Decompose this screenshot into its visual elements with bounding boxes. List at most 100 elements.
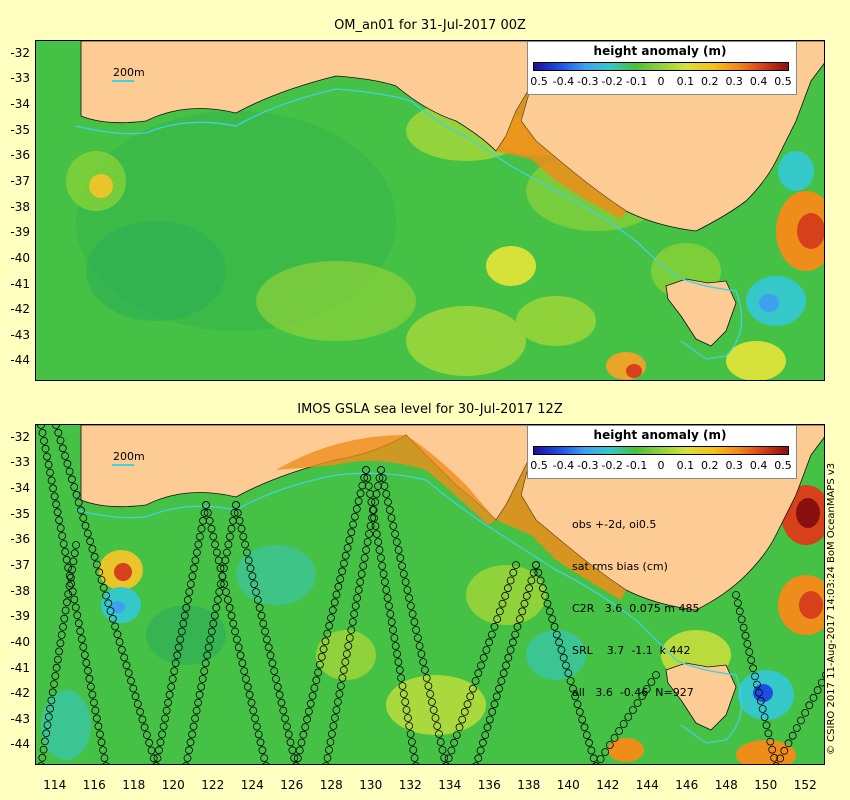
lon-tick-label: 136 xyxy=(477,778,501,792)
track-observation xyxy=(122,661,131,670)
track-observation xyxy=(472,762,480,764)
track-observation xyxy=(362,546,371,554)
track-observation xyxy=(389,626,397,634)
track-observation xyxy=(65,467,74,476)
track-observation xyxy=(478,738,487,747)
track-observation xyxy=(328,606,337,615)
track-observation xyxy=(522,591,531,600)
track-observation xyxy=(224,540,233,549)
track-observation xyxy=(495,684,504,693)
track-observation xyxy=(498,599,507,608)
track-observation xyxy=(270,667,279,676)
track-observation xyxy=(399,690,408,698)
track-observation xyxy=(52,663,61,672)
track-observation xyxy=(415,642,424,650)
track-observation xyxy=(378,562,387,570)
track-observation xyxy=(44,460,53,469)
track-observation xyxy=(170,667,179,676)
track-observation xyxy=(408,610,417,618)
track-observation xyxy=(96,730,104,739)
track-observation xyxy=(39,745,48,754)
track-observation xyxy=(229,619,238,628)
lat-tick-label: -33 xyxy=(10,455,30,470)
track-observation xyxy=(275,690,284,699)
track-observation xyxy=(186,738,195,747)
track-observation xyxy=(424,682,433,690)
track-observation xyxy=(216,580,225,589)
track-observation xyxy=(85,674,94,683)
track-observation xyxy=(374,482,382,490)
track-observation xyxy=(768,745,777,754)
track-observation xyxy=(68,565,76,574)
lon-tick-label: 132 xyxy=(398,778,422,792)
track-observation xyxy=(127,676,135,685)
lon-tick-label: 128 xyxy=(319,778,343,792)
track-observation xyxy=(209,532,218,541)
track-observation xyxy=(64,563,73,572)
legend-tick-label: -0.1 xyxy=(625,75,648,88)
track-observation xyxy=(180,611,189,620)
track-observation xyxy=(53,655,62,664)
track-observation xyxy=(356,489,365,498)
track-observation xyxy=(213,595,222,604)
legend-tick-label: -0.4 xyxy=(552,459,575,472)
lat-tick-label: -44 xyxy=(10,353,30,368)
track-observation xyxy=(350,610,359,618)
track-observation xyxy=(227,524,236,533)
track-observation xyxy=(147,746,156,755)
track-observation xyxy=(155,746,163,755)
track-observation xyxy=(364,482,373,490)
track-observation xyxy=(366,522,375,530)
track-observation xyxy=(204,643,213,652)
track-observation xyxy=(419,658,428,666)
track-observation xyxy=(374,538,383,546)
track-observation xyxy=(56,639,65,648)
track-observation xyxy=(476,746,485,755)
track-observation xyxy=(145,738,154,747)
panel-2-colorbar xyxy=(533,446,789,455)
track-observation xyxy=(580,723,589,732)
track-observation xyxy=(490,700,499,709)
track-observation xyxy=(511,630,520,639)
legend-tick-label: -0.3 xyxy=(577,75,599,88)
track-observation xyxy=(474,669,483,678)
coastal-anomaly xyxy=(496,86,626,219)
panel-2-stats: obs +-2d, oi0.5 sat rms bias (cm) C2R 3.… xyxy=(572,490,700,714)
lon-tick-label: 130 xyxy=(359,778,383,792)
track-observation xyxy=(482,646,491,654)
track-observation xyxy=(788,731,797,740)
track-observation xyxy=(442,762,450,764)
track-observation xyxy=(734,599,742,608)
track-observation xyxy=(329,722,338,730)
track-observation xyxy=(84,666,92,675)
track-observation xyxy=(766,737,775,746)
track-observation xyxy=(207,627,216,636)
track-observation xyxy=(368,514,377,522)
track-observation xyxy=(367,498,376,506)
track-observation xyxy=(379,570,388,578)
track-observation xyxy=(77,506,85,515)
track-observation xyxy=(149,754,158,763)
lat-tick-label: -41 xyxy=(10,276,30,291)
track-observation xyxy=(601,748,610,756)
track-observation xyxy=(118,645,126,654)
track-observation xyxy=(813,686,822,695)
track-observation xyxy=(405,594,414,602)
track-observation xyxy=(413,634,422,642)
track-observation xyxy=(629,706,637,714)
track-observation xyxy=(327,730,336,738)
track-observation xyxy=(485,638,494,647)
track-observation xyxy=(261,627,270,636)
track-observation xyxy=(485,715,494,724)
track-observation xyxy=(351,602,360,610)
track-observation xyxy=(762,721,771,730)
lat-tick-label: -43 xyxy=(10,711,30,726)
track-observation xyxy=(66,573,75,582)
track-observation xyxy=(410,754,419,762)
track-observation xyxy=(52,425,60,429)
track-observation xyxy=(776,754,785,763)
track-observation xyxy=(391,530,400,538)
track-observation xyxy=(74,498,83,507)
track-observation xyxy=(384,498,392,506)
track-observation xyxy=(38,753,47,762)
